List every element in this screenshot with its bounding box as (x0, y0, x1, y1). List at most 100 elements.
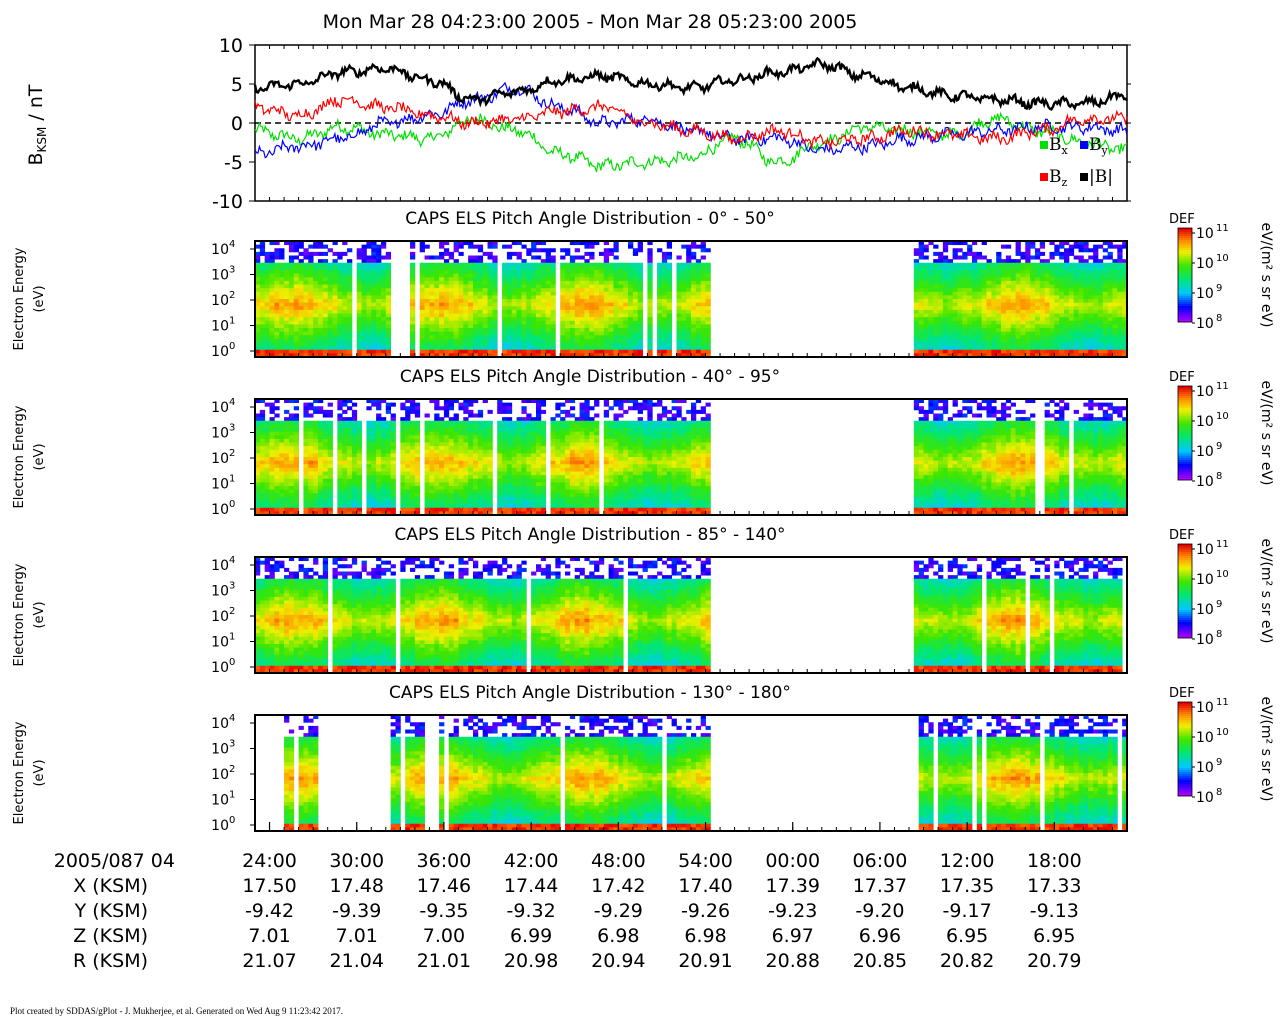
spectrogram-cell (967, 244, 973, 249)
spectrogram-cell (938, 302, 944, 307)
spectrogram-cell (424, 413, 430, 418)
spectrogram-cell (618, 309, 624, 314)
spectrogram-cell (603, 313, 610, 318)
spectrogram-cell (942, 299, 949, 304)
spectrogram-cell (390, 478, 396, 483)
spectrogram-cell (1112, 280, 1118, 285)
spectrogram-cell (1068, 302, 1075, 307)
spectrogram-cell (565, 335, 571, 340)
spectrogram-cell (923, 299, 929, 304)
spectrogram-cell (380, 467, 387, 472)
spectrogram-cell (681, 324, 687, 329)
spectrogram-cell (434, 482, 440, 487)
spectrogram-cell (371, 464, 377, 469)
spectrogram-cell (1093, 342, 1099, 347)
spectrogram-cell (390, 417, 396, 422)
spectrogram-ytick-exponent: 3 (229, 265, 235, 276)
spectrogram-cell (434, 320, 440, 325)
spectrogram-cell (1102, 342, 1109, 347)
spectrogram-cell (303, 511, 309, 516)
spectrogram-cell (574, 324, 580, 329)
spectrogram-cell (938, 317, 944, 322)
spectrogram-cell (996, 280, 1002, 285)
spectrogram-cell (938, 291, 944, 296)
spectrogram-cell (579, 302, 585, 307)
spectrogram-cell (647, 241, 653, 246)
spectrogram-cell (255, 457, 261, 462)
spectrogram-cell (298, 313, 304, 318)
spectrogram-cell (477, 349, 484, 354)
spectrogram-cell (317, 342, 324, 347)
spectrogram-cell (681, 338, 687, 343)
spectrogram-cell (259, 438, 266, 443)
spectrogram-cell (322, 457, 329, 462)
spectrogram-cell (380, 244, 387, 249)
spectrogram-cell (1010, 259, 1016, 264)
spectrogram-cell (439, 262, 445, 267)
spectrogram-cell (560, 338, 566, 343)
spectrogram-cell (458, 299, 464, 304)
spectrogram-cell (322, 424, 329, 429)
spectrogram-cell (313, 446, 319, 451)
spectrogram-cell (473, 284, 479, 289)
spectrogram-cell (942, 346, 949, 351)
spectrogram-cell (487, 328, 493, 333)
spectrogram-cell (923, 309, 929, 314)
spectrogram-cell (1102, 241, 1109, 246)
spectrogram-cell (695, 353, 702, 358)
spectrogram-cell (356, 255, 362, 260)
spectrogram-cell (1122, 277, 1128, 282)
spectrogram-cell (1059, 302, 1065, 307)
spectrogram-cell (269, 320, 275, 325)
spectrogram-cell (492, 328, 498, 333)
spectrogram-cell (1097, 331, 1104, 336)
spectrogram-cell (492, 270, 498, 275)
spectrogram-cell (981, 317, 987, 322)
spectrogram-cell (439, 255, 445, 260)
spectrogram-cell (1117, 280, 1123, 285)
spectrogram-cell (1097, 244, 1104, 249)
spectrogram-cell (259, 349, 266, 354)
spectrogram-cell (579, 262, 585, 267)
spectrogram-cell (385, 328, 392, 333)
spectrogram-cell (429, 431, 435, 436)
spectrogram-cell (410, 328, 416, 333)
spectrogram-cell (410, 446, 416, 451)
spectrogram-cell (913, 349, 920, 354)
spectrogram-cell (317, 399, 324, 404)
spectrogram-cell (584, 313, 590, 318)
spectrogram-cell (313, 428, 319, 433)
spectrogram-cell (574, 349, 580, 354)
spectrogram-cell (313, 280, 319, 285)
spectrogram-cell (996, 255, 1002, 260)
spectrogram-cell (613, 353, 619, 358)
spectrogram-cell (288, 259, 295, 264)
spectrogram-cell (1030, 299, 1036, 304)
spectrogram-cell (405, 471, 411, 476)
spectrogram-cell (1005, 346, 1012, 351)
spectrogram-cell (1001, 328, 1007, 333)
spectrogram-cell (371, 493, 377, 498)
spectrogram-cell (264, 309, 270, 314)
spectrogram-cell (628, 302, 634, 307)
spectrogram-cell (313, 338, 319, 343)
spectrogram-cell (628, 320, 634, 325)
spectrogram-cell (1020, 273, 1026, 278)
spectrogram-cell (589, 309, 595, 314)
spectrogram-cell (700, 280, 706, 285)
spectrogram-cell (676, 284, 682, 289)
spectrogram-cell (695, 273, 702, 278)
spectrogram-cell (913, 302, 920, 307)
spectrogram-cell (371, 251, 377, 256)
spectrogram-cell (410, 507, 416, 512)
spectrogram-cell (511, 284, 517, 289)
spectrogram-cell (545, 277, 551, 282)
spectrogram-cell (279, 328, 285, 333)
spectrogram-cell (380, 417, 387, 422)
spectrogram-cell (414, 504, 421, 509)
spectrogram-cell (380, 471, 387, 476)
spectrogram-cell (1049, 262, 1055, 267)
spectrogram-cell (952, 262, 958, 267)
spectrogram-cell (1059, 335, 1065, 340)
spectrogram-cell (967, 273, 973, 278)
